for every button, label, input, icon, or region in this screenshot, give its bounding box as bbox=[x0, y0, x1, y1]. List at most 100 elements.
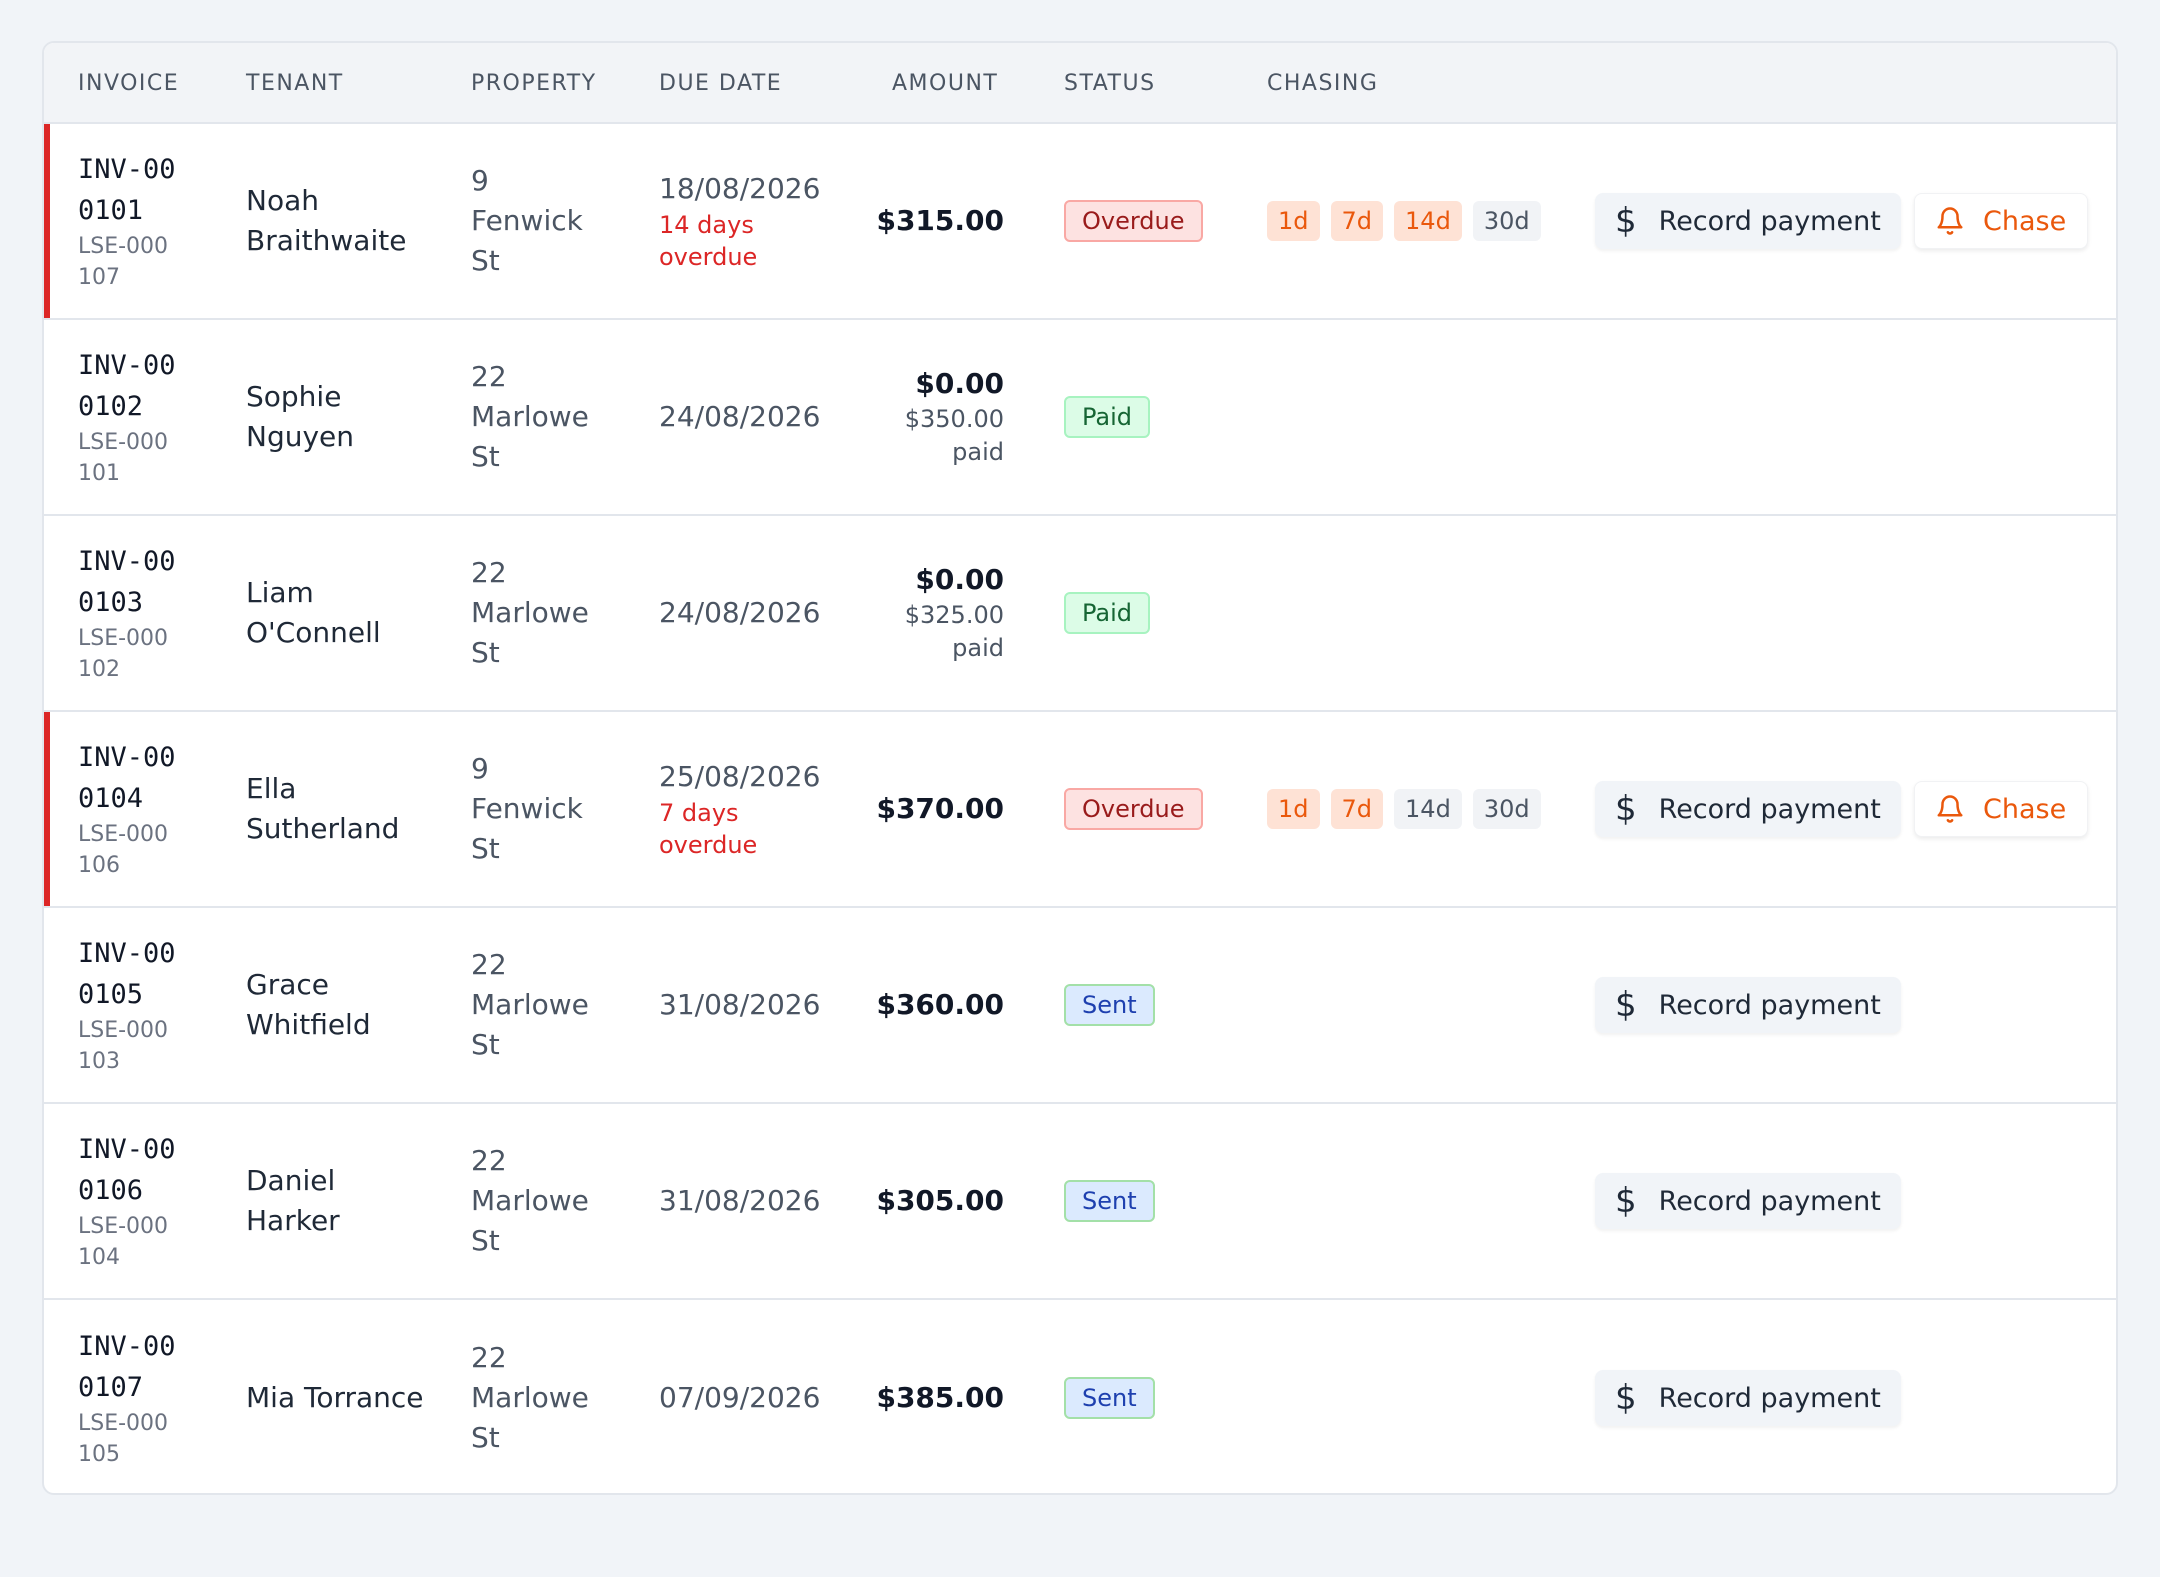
tenant-cell: Ella Sutherland bbox=[246, 712, 426, 906]
table-row[interactable]: INV-000105 LSE-000103 Grace Whitfield 22… bbox=[44, 908, 2116, 1104]
overdue-note: 7 days overdue bbox=[659, 799, 758, 859]
property-address: 22 Marlowe St bbox=[471, 1144, 589, 1257]
chasing-cell: 1d 7d 14d 30d bbox=[1267, 712, 1541, 906]
property-address: 22 Marlowe St bbox=[471, 556, 589, 669]
tenant-cell: Liam O'Connell bbox=[246, 516, 426, 710]
lease-number: LSE-000102 bbox=[78, 626, 169, 682]
due-date: 31/08/2026 bbox=[659, 1184, 821, 1217]
property-address: 9 Fenwick St bbox=[471, 164, 583, 277]
dollar-icon: $ bbox=[1615, 1381, 1637, 1415]
record-payment-button[interactable]: $ Record payment bbox=[1595, 193, 1901, 249]
amount-cell: $0.00 $350.00 paid bbox=[874, 320, 1004, 514]
tenant-name: Noah Braithwaite bbox=[246, 184, 407, 257]
invoice-cell: INV-000105 LSE-000103 bbox=[78, 908, 178, 1102]
chase-button[interactable]: Chase bbox=[1914, 781, 2088, 837]
property-address: 22 Marlowe St bbox=[471, 948, 589, 1061]
invoice-cell: INV-000107 LSE-000105 bbox=[78, 1300, 178, 1493]
due-date-cell: 24/08/2026 bbox=[659, 320, 820, 514]
overdue-note: 14 days overdue bbox=[659, 211, 758, 271]
chase-step-tag: 30d bbox=[1472, 789, 1541, 829]
invoice-cell: INV-000101 LSE-000107 bbox=[78, 124, 178, 318]
record-payment-button[interactable]: $ Record payment bbox=[1595, 1173, 1901, 1229]
chase-step-tag: 1d bbox=[1267, 201, 1320, 241]
invoice-cell: INV-000106 LSE-000104 bbox=[78, 1104, 178, 1298]
property-cell: 9 Fenwick St bbox=[471, 124, 601, 318]
amount-due: $0.00 bbox=[915, 563, 1004, 596]
bell-icon bbox=[1935, 794, 1965, 824]
dollar-glyph: $ bbox=[1615, 1378, 1637, 1418]
tenant-cell: Grace Whitfield bbox=[246, 908, 426, 1102]
lease-number: LSE-000107 bbox=[78, 234, 169, 290]
chase-step-tag: 1d bbox=[1267, 789, 1320, 829]
tenant-name: Liam O'Connell bbox=[246, 576, 381, 649]
tenant-cell: Mia Torrance bbox=[246, 1300, 426, 1493]
amount-paid-note: $350.00 paid bbox=[904, 405, 1004, 466]
status-cell: Sent bbox=[1064, 1300, 1155, 1493]
invoice-cell: INV-000104 LSE-000106 bbox=[78, 712, 178, 906]
amount-cell: $305.00 bbox=[874, 1104, 1004, 1298]
dollar-icon: $ bbox=[1615, 792, 1637, 826]
due-date: 31/08/2026 bbox=[659, 988, 821, 1021]
column-header-status: STATUS bbox=[1064, 71, 1156, 96]
table-header: INVOICE TENANT PROPERTY DUE DATE AMOUNT … bbox=[44, 43, 2116, 124]
status-badge: Sent bbox=[1064, 984, 1155, 1026]
dollar-glyph: $ bbox=[1615, 985, 1637, 1025]
lease-number: LSE-000101 bbox=[78, 430, 169, 486]
invoice-number: INV-000104 bbox=[78, 742, 176, 814]
chasing-cell: 1d 7d 14d 30d bbox=[1267, 124, 1541, 318]
invoice-number: INV-000106 bbox=[78, 1134, 176, 1206]
amount-paid-note: $325.00 paid bbox=[904, 601, 1004, 662]
invoice-number: INV-000107 bbox=[78, 1331, 176, 1403]
amount-due: $315.00 bbox=[876, 204, 1004, 237]
tenant-name: Grace Whitfield bbox=[246, 968, 371, 1041]
status-cell: Overdue bbox=[1064, 124, 1203, 318]
dollar-icon: $ bbox=[1615, 204, 1637, 238]
status-badge: Sent bbox=[1064, 1377, 1155, 1419]
table-row[interactable]: INV-000103 LSE-000102 Liam O'Connell 22 … bbox=[44, 516, 2116, 712]
property-address: 9 Fenwick St bbox=[471, 752, 583, 865]
property-cell: 9 Fenwick St bbox=[471, 712, 601, 906]
dollar-glyph: $ bbox=[1615, 201, 1637, 241]
status-cell: Paid bbox=[1064, 320, 1151, 514]
invoice-cell: INV-000103 LSE-000102 bbox=[78, 516, 178, 710]
amount-due: $0.00 bbox=[915, 367, 1004, 400]
chase-button[interactable]: Chase bbox=[1914, 193, 2088, 249]
record-payment-label: Record payment bbox=[1658, 1382, 1881, 1414]
table-row[interactable]: INV-000107 LSE-000105 Mia Torrance 22 Ma… bbox=[44, 1300, 2116, 1493]
status-cell: Paid bbox=[1064, 516, 1151, 710]
lease-number: LSE-000106 bbox=[78, 822, 169, 878]
due-date: 24/08/2026 bbox=[659, 596, 821, 629]
tenant-name: Mia Torrance bbox=[246, 1381, 424, 1414]
lease-number: LSE-000104 bbox=[78, 1214, 169, 1270]
amount-due: $385.00 bbox=[876, 1381, 1004, 1414]
invoice-cell: INV-000102 LSE-000101 bbox=[78, 320, 178, 514]
table-row[interactable]: INV-000101 LSE-000107 Noah Braithwaite 9… bbox=[44, 124, 2116, 320]
property-address: 22 Marlowe St bbox=[471, 360, 589, 473]
due-date-cell: 31/08/2026 bbox=[659, 1104, 820, 1298]
property-cell: 22 Marlowe St bbox=[471, 908, 601, 1102]
due-date: 07/09/2026 bbox=[659, 1381, 821, 1414]
dollar-glyph: $ bbox=[1615, 1181, 1637, 1221]
chase-label: Chase bbox=[1983, 205, 2067, 237]
invoice-number: INV-000102 bbox=[78, 350, 176, 422]
record-payment-button[interactable]: $ Record payment bbox=[1595, 1370, 1901, 1426]
column-header-amount: AMOUNT bbox=[892, 71, 999, 96]
tenant-cell: Noah Braithwaite bbox=[246, 124, 426, 318]
record-payment-button[interactable]: $ Record payment bbox=[1595, 781, 1901, 837]
chase-step-tag: 7d bbox=[1330, 201, 1384, 241]
tenant-name: Ella Sutherland bbox=[246, 772, 400, 845]
tenant-cell: Sophie Nguyen bbox=[246, 320, 426, 514]
table-row[interactable]: INV-000106 LSE-000104 Daniel Harker 22 M… bbox=[44, 1104, 2116, 1300]
record-payment-button[interactable]: $ Record payment bbox=[1595, 977, 1901, 1033]
amount-due: $370.00 bbox=[876, 792, 1004, 825]
bell-icon bbox=[1935, 206, 1965, 236]
column-header-property: PROPERTY bbox=[471, 71, 597, 96]
property-cell: 22 Marlowe St bbox=[471, 1300, 601, 1493]
status-badge: Sent bbox=[1064, 1180, 1155, 1222]
lease-number: LSE-000105 bbox=[78, 1411, 169, 1467]
table-row[interactable]: INV-000102 LSE-000101 Sophie Nguyen 22 M… bbox=[44, 320, 2116, 516]
chase-step-tag: 7d bbox=[1330, 789, 1384, 829]
table-row[interactable]: INV-000104 LSE-000106 Ella Sutherland 9 … bbox=[44, 712, 2116, 908]
property-address: 22 Marlowe St bbox=[471, 1341, 589, 1454]
amount-cell: $315.00 bbox=[874, 124, 1004, 318]
